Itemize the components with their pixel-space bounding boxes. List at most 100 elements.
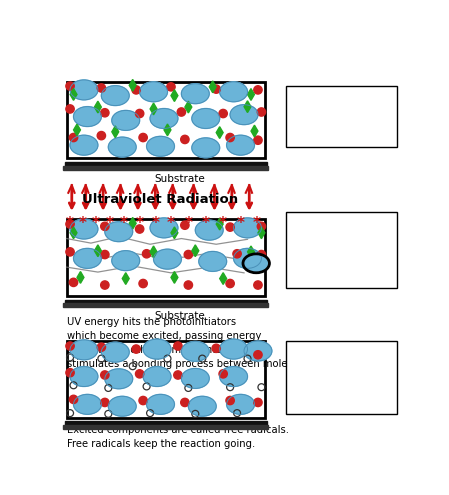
Polygon shape xyxy=(94,101,101,113)
Ellipse shape xyxy=(97,132,106,140)
Ellipse shape xyxy=(105,222,133,242)
Text: Photoinitiators: Photoinitiators xyxy=(309,134,386,144)
Ellipse shape xyxy=(101,250,109,259)
Ellipse shape xyxy=(226,223,234,231)
Ellipse shape xyxy=(257,250,266,259)
Ellipse shape xyxy=(139,133,147,142)
Ellipse shape xyxy=(184,250,193,259)
Ellipse shape xyxy=(101,371,109,379)
Ellipse shape xyxy=(136,225,144,233)
Polygon shape xyxy=(216,218,223,230)
Polygon shape xyxy=(129,80,136,91)
Ellipse shape xyxy=(101,342,129,362)
Text: *: * xyxy=(151,216,159,232)
Ellipse shape xyxy=(66,248,74,256)
Ellipse shape xyxy=(101,398,109,406)
Ellipse shape xyxy=(181,368,209,389)
Ellipse shape xyxy=(139,279,147,288)
Ellipse shape xyxy=(101,222,109,231)
Text: *: * xyxy=(202,216,210,232)
Text: Monomers: Monomers xyxy=(309,372,364,382)
Text: Substrate: Substrate xyxy=(154,311,205,321)
Polygon shape xyxy=(295,133,301,144)
Text: *: * xyxy=(237,216,245,232)
Ellipse shape xyxy=(177,108,185,116)
Bar xyxy=(63,425,269,429)
Bar xyxy=(63,303,269,307)
Ellipse shape xyxy=(254,281,262,289)
Text: Oligomers: Oligomers xyxy=(309,220,363,230)
Ellipse shape xyxy=(139,396,147,405)
Bar xyxy=(66,82,265,158)
Ellipse shape xyxy=(180,398,189,406)
Ellipse shape xyxy=(226,133,234,142)
Polygon shape xyxy=(150,246,157,258)
Ellipse shape xyxy=(74,106,101,127)
Text: Excited components are called free radicals.
Free radicals keep the reaction goi: Excited components are called free radic… xyxy=(66,425,289,448)
Text: Oligomers: Oligomers xyxy=(309,96,363,105)
Ellipse shape xyxy=(220,339,247,359)
Polygon shape xyxy=(164,124,171,136)
Ellipse shape xyxy=(220,82,247,102)
Ellipse shape xyxy=(136,370,144,378)
Text: UV energy hits the photoinitiators
which become excited, passing energy
along to: UV energy hits the photoinitiators which… xyxy=(66,317,317,369)
Ellipse shape xyxy=(233,249,241,258)
Ellipse shape xyxy=(150,218,178,238)
Ellipse shape xyxy=(226,279,234,288)
Ellipse shape xyxy=(132,345,141,353)
Text: *: * xyxy=(106,216,114,232)
Polygon shape xyxy=(171,90,178,101)
Ellipse shape xyxy=(167,83,175,91)
Ellipse shape xyxy=(227,135,255,155)
Ellipse shape xyxy=(254,136,262,145)
Text: *: * xyxy=(120,216,128,232)
Ellipse shape xyxy=(291,350,306,361)
Text: Rupted: Rupted xyxy=(309,392,347,402)
Ellipse shape xyxy=(219,109,227,118)
Ellipse shape xyxy=(97,343,106,351)
Polygon shape xyxy=(251,125,258,137)
Ellipse shape xyxy=(112,110,140,130)
Bar xyxy=(65,162,267,167)
Polygon shape xyxy=(209,81,216,93)
Ellipse shape xyxy=(140,82,167,102)
Polygon shape xyxy=(74,124,80,136)
Ellipse shape xyxy=(143,339,171,359)
Ellipse shape xyxy=(97,84,106,92)
Ellipse shape xyxy=(184,281,193,289)
Text: *: * xyxy=(252,216,260,232)
Ellipse shape xyxy=(69,278,78,287)
Polygon shape xyxy=(77,272,84,283)
Ellipse shape xyxy=(195,220,223,240)
Ellipse shape xyxy=(212,344,220,352)
Ellipse shape xyxy=(220,367,247,387)
Text: *: * xyxy=(167,216,175,232)
Ellipse shape xyxy=(233,218,261,238)
Ellipse shape xyxy=(295,240,302,247)
Polygon shape xyxy=(112,126,119,138)
Ellipse shape xyxy=(226,396,234,405)
Text: *: * xyxy=(136,216,144,232)
Polygon shape xyxy=(244,101,251,112)
Ellipse shape xyxy=(254,398,262,406)
Polygon shape xyxy=(295,256,301,266)
Bar xyxy=(65,299,267,304)
Bar xyxy=(286,86,397,147)
Ellipse shape xyxy=(146,136,174,156)
Ellipse shape xyxy=(66,220,74,228)
Text: *: * xyxy=(92,216,100,232)
Polygon shape xyxy=(185,101,192,113)
Ellipse shape xyxy=(70,135,98,155)
Ellipse shape xyxy=(174,371,182,379)
Polygon shape xyxy=(192,245,199,256)
Ellipse shape xyxy=(132,86,141,94)
Ellipse shape xyxy=(70,80,98,100)
Ellipse shape xyxy=(143,367,171,387)
Ellipse shape xyxy=(101,281,109,289)
Polygon shape xyxy=(122,273,129,285)
Polygon shape xyxy=(94,245,101,256)
Ellipse shape xyxy=(150,108,178,128)
Text: Ultraviolet Radiation: Ultraviolet Radiation xyxy=(83,193,238,206)
Ellipse shape xyxy=(108,396,136,416)
Ellipse shape xyxy=(212,85,220,93)
